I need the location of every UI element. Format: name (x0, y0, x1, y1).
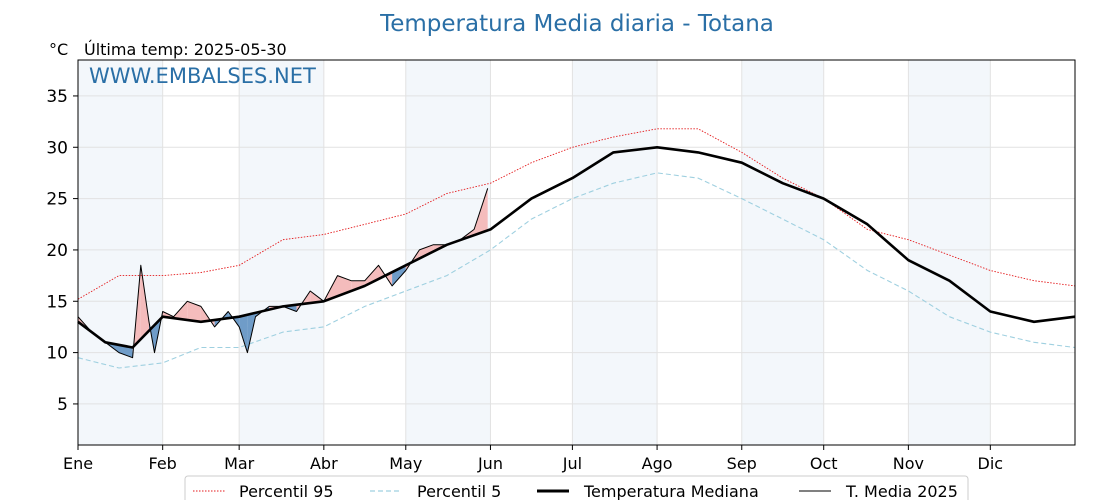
x-tick-label: Ene (63, 454, 93, 473)
month-band-mar (239, 60, 324, 445)
legend-p95-label: Percentil 95 (239, 482, 334, 500)
month-band-ene (78, 60, 163, 445)
series-line-temperatura-mediana (77, 146, 1076, 349)
series-line-t-media-2025 (77, 188, 489, 359)
x-tick-label: Mar (224, 454, 255, 473)
fill-above-median (419, 244, 434, 259)
legend-p5-label: Percentil 5 (417, 482, 501, 500)
y-axis-ticks: 5 10 15 20 25 30 35 (46, 87, 78, 415)
y-tick-label: 15 (46, 292, 68, 312)
month-band-sep (741, 60, 824, 445)
month-band-jul (572, 60, 658, 445)
month-band-nov (908, 60, 991, 445)
watermark: WWW.EMBALSES.NET (89, 64, 316, 88)
x-tick-label: May (389, 454, 422, 473)
x-tick-label: Ago (642, 454, 673, 473)
y-tick-label: 35 (46, 87, 68, 107)
x-tick-label: Jul (562, 454, 582, 473)
fill-below-median (239, 314, 248, 353)
y-tick-label: 25 (46, 190, 68, 210)
fill-above-median (187, 301, 201, 322)
series-lines (77, 128, 1076, 369)
legend-frame (184, 475, 969, 500)
month-bands (78, 60, 991, 445)
y-tick-label: 20 (46, 241, 68, 261)
x-tick-label: Dic (978, 454, 1004, 473)
x-tick-label: Sep (727, 454, 757, 473)
x-tick-label: Feb (149, 454, 177, 473)
x-tick-label: Jun (477, 454, 503, 473)
fill-above-median (140, 265, 149, 340)
x-tick-label: Oct (810, 454, 838, 473)
legend-2025-label: T. Media 2025 (845, 482, 958, 500)
fill-below-median (392, 265, 406, 286)
plot-frame (77, 59, 1076, 446)
fill-above-median (173, 301, 188, 320)
x-tick-label: Nov (893, 454, 924, 473)
legend-median-label: Temperatura Mediana (583, 482, 759, 500)
legend: Percentil 95 Percentil 5 Temperatura Med… (184, 475, 969, 500)
last-temp-label: Última temp: 2025-05-30 (84, 40, 287, 59)
x-axis-ticks: Ene Feb Mar Abr May Jun Jul Ago Sep Oct Nov Dic (63, 445, 1003, 473)
x-tick-label: Abr (310, 454, 338, 473)
series-line-percentil-95 (77, 128, 1076, 300)
fill-above-median (364, 265, 379, 286)
chart-title: Temperatura Media diaria - Totana (379, 11, 774, 37)
y-tick-label: 5 (57, 395, 68, 415)
y-tick-label: 10 (46, 344, 68, 364)
y-unit-label: °C (49, 40, 68, 59)
grid-lines (77, 60, 1075, 445)
y-tick-label: 30 (46, 138, 68, 158)
